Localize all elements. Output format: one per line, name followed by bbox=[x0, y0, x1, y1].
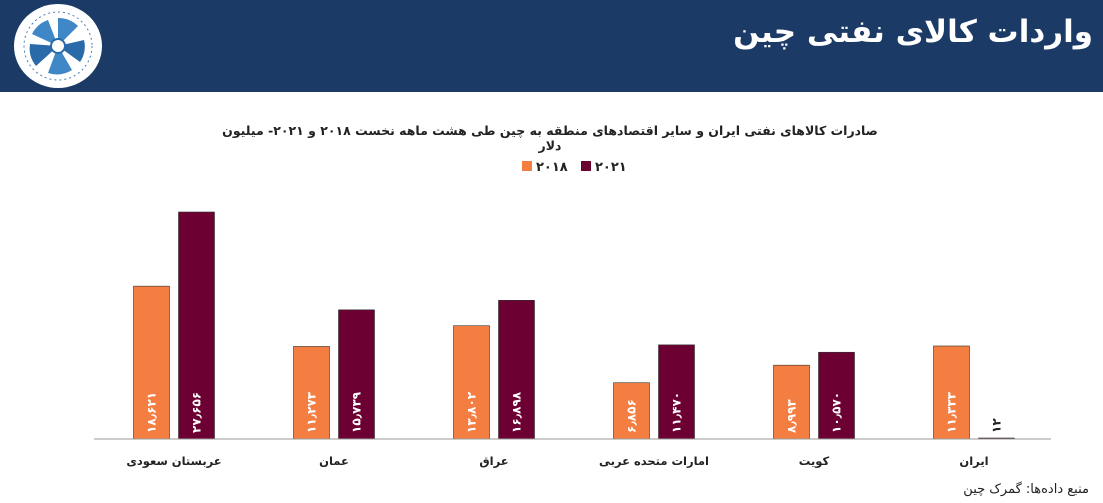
x-tick-label: امارات متحده عربی bbox=[599, 454, 709, 468]
bar-2021-3 bbox=[658, 344, 695, 440]
organization-logo-icon bbox=[14, 4, 102, 88]
legend-swatch-2021 bbox=[581, 161, 591, 171]
x-tick-label: عربستان سعودی bbox=[126, 454, 221, 469]
legend-label-2018: ۲۰۱۸ bbox=[536, 160, 568, 175]
data-label-2021-3: ۱۱٫۴۷۰ bbox=[670, 392, 684, 433]
chart-title: صادرات کالاهای نفتی ایران و سایر اقتصاده… bbox=[222, 123, 878, 153]
bar-2018-3 bbox=[613, 382, 650, 440]
x-axis-tick-labels: عربستان سعودی عمان عراق امارات متحده عربی کو… bbox=[126, 454, 988, 469]
legend-label-2021: ۲۰۲۱ bbox=[595, 160, 627, 175]
header-bar: واردات کالای نفتی چین bbox=[0, 0, 1103, 92]
data-label-2018-5: ۱۱٫۳۳۳ bbox=[945, 391, 959, 433]
x-tick-label: ایران bbox=[959, 454, 988, 468]
data-label-2021-4: ۱۰٫۵۷۰ bbox=[830, 392, 844, 433]
bar-2018-0 bbox=[133, 285, 170, 440]
bar-2021-2 bbox=[498, 300, 535, 440]
x-tick-label: عراق bbox=[479, 454, 508, 468]
data-label-2021-5: ۱۲ bbox=[990, 418, 1004, 433]
legend-swatch-2018 bbox=[522, 161, 532, 171]
bar-2021-4 bbox=[818, 351, 855, 440]
chart-legend: ۲۰۱۸ ۲۰۲۱ bbox=[522, 160, 627, 175]
data-label-2018-4: ۸٫۹۹۳ bbox=[785, 399, 799, 433]
data-label-2021-2: ۱۶٫۸۹۸ bbox=[510, 391, 524, 433]
data-label-2018-3: ۶٫۸۵۶ bbox=[625, 399, 639, 433]
bar-2018-1 bbox=[293, 346, 330, 440]
data-label-2018-1: ۱۱٫۲۷۳ bbox=[305, 391, 319, 433]
data-label-2018-0: ۱۸٫۶۲۱ bbox=[145, 392, 159, 433]
chart-bars: ۱۸٫۶۲۱ ۲۷٫۶۵۶ ۱۱٫۲۷۳ ۱۵٫۷۳۹ ۱۳٫۸۰۲ ۱۶٫۸۹۸ ۶٫۸۵… bbox=[133, 211, 1015, 440]
bar-2018-4 bbox=[773, 364, 810, 440]
page-title: واردات کالای نفتی چین bbox=[733, 14, 1093, 50]
data-label-2021-0: ۲۷٫۶۵۶ bbox=[190, 392, 204, 433]
source-note: منبع داده‌ها: گمرک چین bbox=[963, 482, 1089, 497]
bar-2018-5 bbox=[933, 345, 970, 440]
data-label-2018-2: ۱۳٫۸۰۲ bbox=[465, 391, 479, 433]
x-tick-label: کویت bbox=[799, 454, 830, 469]
data-label-2021-1: ۱۵٫۷۳۹ bbox=[350, 391, 364, 433]
x-tick-label: عمان bbox=[319, 454, 349, 468]
bar-2018-2 bbox=[453, 325, 490, 440]
bar-2021-1 bbox=[338, 309, 375, 440]
